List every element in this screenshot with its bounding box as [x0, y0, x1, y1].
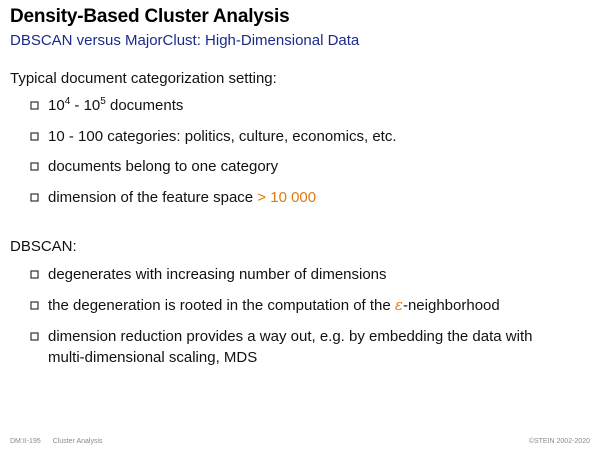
bullet-text-post: -neighborhood	[402, 297, 500, 314]
exponent: 4	[64, 96, 71, 107]
bullet-text-line2: multi-dimensional scaling, MDS	[48, 349, 258, 366]
square-bullet-icon	[30, 132, 39, 141]
footer-topic: Cluster Analysis	[52, 438, 103, 445]
bullet-text-line1: dimension reduction provides a way out, …	[48, 328, 533, 345]
bullet-text: degenerates with increasing number of di…	[48, 266, 387, 283]
range-separator: - 10	[70, 97, 101, 114]
bullet-text-main: dimension of the feature space	[48, 189, 258, 206]
epsilon-symbol: ε	[394, 296, 403, 314]
bullet-text: dimension reduction provides a way out, …	[48, 326, 532, 368]
footer-code: DM:II-195	[10, 438, 41, 445]
number-base: 10	[48, 97, 65, 114]
bullet-text-rest: documents	[105, 97, 184, 114]
square-bullet-icon	[30, 270, 39, 279]
square-bullet-icon	[30, 101, 39, 110]
page-title: Density-Based Cluster Analysis	[10, 6, 290, 27]
square-bullet-icon	[30, 162, 39, 171]
bullet-text-pre: the degeneration is rooted in the comput…	[48, 297, 395, 314]
section-heading-setting: Typical document categorization setting:	[10, 70, 277, 87]
highlight-value: > 10 000	[257, 189, 317, 206]
bullet-text: 10 - 100 categories: politics, culture, …	[48, 128, 397, 145]
exponent: 5	[100, 96, 106, 107]
section-heading-dbscan: DBSCAN:	[10, 238, 77, 255]
bullet-text: the degeneration is rooted in the comput…	[48, 295, 500, 316]
square-bullet-icon	[30, 301, 39, 310]
page-subtitle: DBSCAN versus MajorClust: High-Dimension…	[10, 32, 360, 49]
footer-left: DM:II-195 Cluster Analysis	[10, 438, 103, 445]
bullet-text: documents belong to one category	[48, 158, 279, 175]
bullet-text: 104 - 105 documents	[48, 95, 183, 118]
square-bullet-icon	[30, 193, 39, 202]
square-bullet-icon	[30, 332, 39, 341]
footer-copyright: ©STEIN 2002-2020	[528, 438, 590, 445]
bullet-text: dimension of the feature space > 10 000	[48, 187, 316, 208]
